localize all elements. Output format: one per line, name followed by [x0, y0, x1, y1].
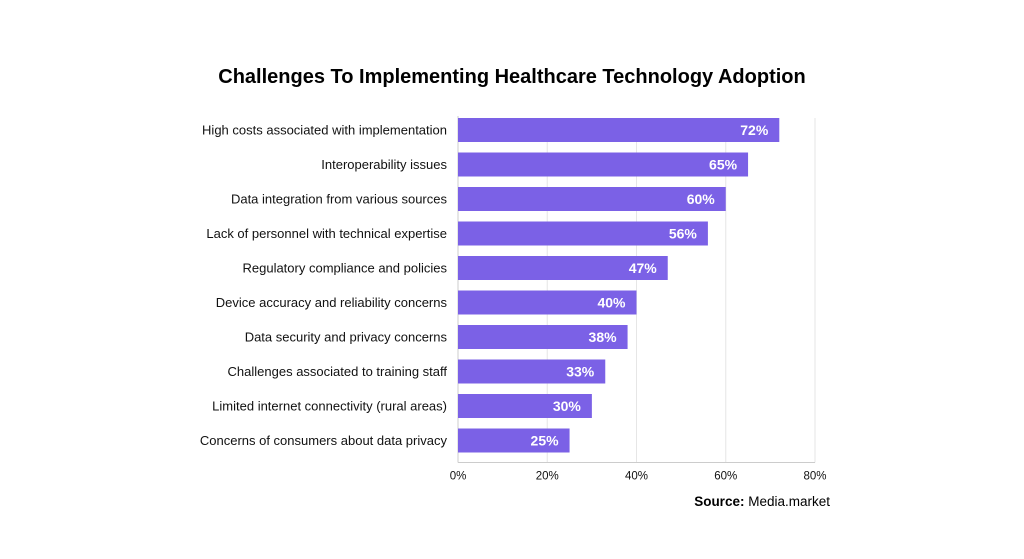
category-label: Data integration from various sources	[231, 192, 448, 207]
x-tick-label: 60%	[714, 471, 737, 483]
category-label: Device accuracy and reliability concerns	[216, 295, 448, 310]
value-label: 30%	[553, 398, 582, 414]
value-labels: 72% 65% 60% 56% 47% 40% 38% 33% 30% 25%	[531, 122, 769, 449]
value-label: 33%	[566, 364, 595, 380]
value-label: 72%	[740, 122, 769, 138]
chart-title: Challenges To Implementing Healthcare Te…	[218, 66, 806, 88]
category-label: Data security and privacy concerns	[245, 330, 448, 345]
x-tick-label: 0%	[450, 471, 467, 483]
value-label: 25%	[531, 433, 560, 449]
bar	[458, 221, 708, 246]
bar	[458, 118, 780, 142]
bar	[458, 325, 628, 349]
bars	[458, 118, 780, 453]
value-label: 47%	[629, 260, 658, 276]
bar	[458, 187, 726, 211]
bar	[458, 359, 606, 384]
bar	[458, 428, 570, 453]
category-label: Regulatory compliance and policies	[242, 261, 447, 276]
category-label: Challenges associated to training staff	[228, 364, 448, 379]
bar	[458, 152, 749, 177]
x-tick-label: 20%	[536, 471, 559, 483]
x-axis-ticks: 0% 20% 40% 60% 80%	[450, 471, 827, 483]
source-note: Source: Media.market	[694, 494, 830, 509]
bar	[458, 394, 592, 418]
value-label: 38%	[589, 329, 618, 345]
category-label: Interoperability issues	[321, 157, 447, 172]
category-label: High costs associated with implementatio…	[202, 123, 447, 138]
bar	[458, 290, 637, 315]
source-label: Source:	[694, 494, 745, 509]
value-label: 60%	[687, 191, 716, 207]
category-label: Limited internet connectivity (rural are…	[212, 399, 447, 414]
value-label: 40%	[597, 295, 626, 311]
x-tick-label: 80%	[803, 471, 826, 483]
category-labels: High costs associated with implementatio…	[200, 123, 448, 449]
source-text: Media.market	[748, 494, 830, 509]
value-label: 56%	[669, 226, 698, 242]
bar	[458, 256, 668, 280]
x-tick-label: 40%	[625, 471, 648, 483]
category-label: Concerns of consumers about data privacy	[200, 433, 448, 448]
category-label: Lack of personnel with technical experti…	[206, 226, 447, 241]
value-label: 65%	[709, 157, 738, 173]
